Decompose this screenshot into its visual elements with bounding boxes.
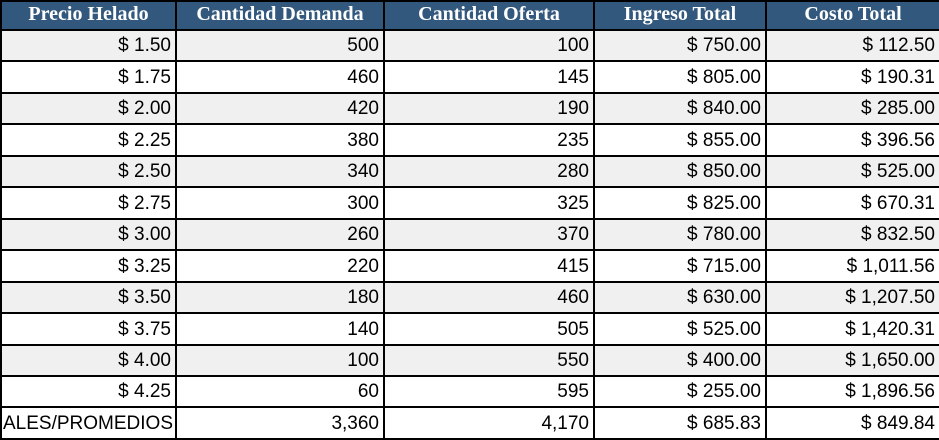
column-header-ingreso-total[interactable]: Ingreso Total [593,0,767,31]
column-header-costo-total[interactable]: Costo Total [765,0,939,31]
cell-precio-helado[interactable]: $ 1.75 [0,60,177,94]
cell-precio-helado[interactable]: $ 3.25 [0,249,177,283]
cell-cantidad-demanda[interactable]: 180 [175,280,385,315]
table-row: $ 4.00 100 550 $ 400.00 $ 1,650.00 [0,343,939,377]
cell-precio-helado[interactable]: $ 4.25 [0,374,177,409]
cell-ingreso-total[interactable]: $ 825.00 [593,186,767,220]
cell-ingreso-total[interactable]: $ 715.00 [593,249,767,283]
cell-costo-total[interactable]: $ 1,650.00 [765,343,939,377]
cell-costo-total[interactable]: $ 832.50 [765,217,939,252]
cell-precio-helado[interactable]: $ 2.50 [0,154,177,189]
cell-precio-helado[interactable]: $ 1.50 [0,28,177,63]
cell-precio-helado[interactable]: $ 4.00 [0,343,177,377]
column-header-precio-helado[interactable]: Precio Helado [0,0,177,31]
cell-costo-total[interactable]: $ 285.00 [765,91,939,126]
cell-ingreso-total[interactable]: $ 780.00 [593,217,767,252]
table-row: $ 1.50 500 100 $ 750.00 $ 112.50 [0,28,939,63]
table-row: $ 1.75 460 145 $ 805.00 $ 190.31 [0,60,939,94]
cell-precio-helado[interactable]: $ 2.75 [0,186,177,220]
cell-cantidad-oferta[interactable]: 325 [383,186,595,220]
cell-ingreso-total[interactable]: $ 400.00 [593,343,767,377]
cell-costo-total[interactable]: $ 1,896.56 [765,374,939,409]
cell-cantidad-oferta[interactable]: 595 [383,374,595,409]
cell-cantidad-oferta[interactable]: 415 [383,249,595,283]
column-header-cantidad-demanda[interactable]: Cantidad Demanda [175,0,385,31]
column-header-cantidad-oferta[interactable]: Cantidad Oferta [383,0,595,31]
cell-cantidad-oferta[interactable]: 100 [383,28,595,63]
cell-costo-total[interactable]: $ 670.31 [765,186,939,220]
cell-cantidad-demanda[interactable]: 340 [175,154,385,189]
cell-cantidad-demanda[interactable]: 220 [175,249,385,283]
cell-cantidad-oferta[interactable]: 460 [383,280,595,315]
cell-precio-helado[interactable]: $ 3.75 [0,312,177,346]
cell-ingreso-total[interactable]: $ 850.00 [593,154,767,189]
totals-label-cell[interactable]: ALES/PROMEDIOS [0,406,177,440]
table-row: $ 2.25 380 235 $ 855.00 $ 396.56 [0,123,939,157]
cell-costo-total[interactable]: $ 1,207.50 [765,280,939,315]
table-row: $ 3.25 220 415 $ 715.00 $ 1,011.56 [0,249,939,283]
cell-cantidad-oferta[interactable]: 190 [383,91,595,126]
totals-row: ALES/PROMEDIOS 3,360 4,170 $ 685.83 $ 849.84 [0,406,939,440]
cell-cantidad-demanda[interactable]: 460 [175,60,385,94]
table-row: $ 2.50 340 280 $ 850.00 $ 525.00 [0,154,939,189]
totals-cell-cantidad-demanda[interactable]: 3,360 [175,406,385,440]
cell-cantidad-oferta[interactable]: 370 [383,217,595,252]
totals-cell-cantidad-oferta[interactable]: 4,170 [383,406,595,440]
table-row: $ 2.75 300 325 $ 825.00 $ 670.31 [0,186,939,220]
cell-costo-total[interactable]: $ 190.31 [765,60,939,94]
cell-cantidad-demanda[interactable]: 60 [175,374,385,409]
cell-costo-total[interactable]: $ 112.50 [765,28,939,63]
cell-cantidad-oferta[interactable]: 145 [383,60,595,94]
cell-cantidad-demanda[interactable]: 300 [175,186,385,220]
table-body: $ 1.50 500 100 $ 750.00 $ 112.50 $ 1.75 460 145… [0,28,939,440]
cell-cantidad-demanda[interactable]: 260 [175,217,385,252]
cell-costo-total[interactable]: $ 396.56 [765,123,939,157]
cell-cantidad-demanda[interactable]: 140 [175,312,385,346]
cell-costo-total[interactable]: $ 1,011.56 [765,249,939,283]
totals-cell-costo-total[interactable]: $ 849.84 [765,406,939,440]
cell-cantidad-demanda[interactable]: 380 [175,123,385,157]
table-row: $ 4.25 60 595 $ 255.00 $ 1,896.56 [0,374,939,409]
table-row: $ 3.75 140 505 $ 525.00 $ 1,420.31 [0,312,939,346]
cell-ingreso-total[interactable]: $ 855.00 [593,123,767,157]
totals-cell-ingreso-total[interactable]: $ 685.83 [593,406,767,440]
cell-ingreso-total[interactable]: $ 840.00 [593,91,767,126]
cell-precio-helado[interactable]: $ 2.00 [0,91,177,126]
cell-cantidad-demanda[interactable]: 420 [175,91,385,126]
table-row: $ 3.50 180 460 $ 630.00 $ 1,207.50 [0,280,939,315]
cell-cantidad-oferta[interactable]: 235 [383,123,595,157]
table-row: $ 2.00 420 190 $ 840.00 $ 285.00 [0,91,939,126]
cell-cantidad-oferta[interactable]: 280 [383,154,595,189]
cell-costo-total[interactable]: $ 1,420.31 [765,312,939,346]
cell-ingreso-total[interactable]: $ 750.00 [593,28,767,63]
cell-cantidad-oferta[interactable]: 505 [383,312,595,346]
cell-precio-helado[interactable]: $ 3.00 [0,217,177,252]
cell-cantidad-demanda[interactable]: 500 [175,28,385,63]
cell-ingreso-total[interactable]: $ 525.00 [593,312,767,346]
cell-precio-helado[interactable]: $ 2.25 [0,123,177,157]
cell-cantidad-oferta[interactable]: 550 [383,343,595,377]
header-row: Precio Helado Cantidad Demanda Cantidad Of… [0,0,939,31]
cell-precio-helado[interactable]: $ 3.50 [0,280,177,315]
table-row: $ 3.00 260 370 $ 780.00 $ 832.50 [0,217,939,252]
cell-cantidad-demanda[interactable]: 100 [175,343,385,377]
cell-ingreso-total[interactable]: $ 805.00 [593,60,767,94]
cell-ingreso-total[interactable]: $ 255.00 [593,374,767,409]
cell-costo-total[interactable]: $ 525.00 [765,154,939,189]
cell-ingreso-total[interactable]: $ 630.00 [593,280,767,315]
